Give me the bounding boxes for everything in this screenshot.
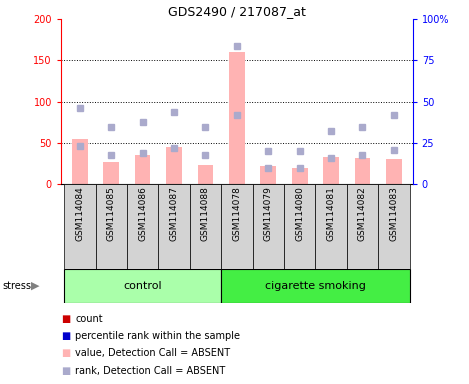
Bar [315, 184, 347, 269]
Text: ■: ■ [61, 366, 70, 376]
Text: ▶: ▶ [31, 281, 39, 291]
Text: GSM114086: GSM114086 [138, 186, 147, 241]
Text: GSM114084: GSM114084 [76, 186, 84, 241]
Bar [159, 184, 190, 269]
Bar [323, 157, 339, 184]
Text: GSM114080: GSM114080 [295, 186, 304, 241]
Bar [127, 184, 159, 269]
Bar [103, 162, 119, 184]
Text: GSM114087: GSM114087 [169, 186, 179, 241]
Text: GSM114083: GSM114083 [389, 186, 398, 241]
Text: stress: stress [2, 281, 31, 291]
Bar [252, 184, 284, 269]
Text: GSM114085: GSM114085 [107, 186, 116, 241]
Bar [64, 184, 96, 269]
Text: rank, Detection Call = ABSENT: rank, Detection Call = ABSENT [75, 366, 225, 376]
Bar [96, 184, 127, 269]
Text: ■: ■ [61, 331, 70, 341]
Bar [229, 52, 245, 184]
Text: ■: ■ [61, 348, 70, 358]
Bar [197, 164, 213, 184]
Text: value, Detection Call = ABSENT: value, Detection Call = ABSENT [75, 348, 230, 358]
Bar [386, 159, 402, 184]
Bar [378, 184, 409, 269]
Bar [221, 184, 252, 269]
Text: percentile rank within the sample: percentile rank within the sample [75, 331, 240, 341]
Bar [221, 269, 409, 303]
Text: GSM114088: GSM114088 [201, 186, 210, 241]
Text: GSM114082: GSM114082 [358, 186, 367, 241]
Text: count: count [75, 314, 103, 324]
Bar [64, 269, 221, 303]
Text: control: control [123, 281, 162, 291]
Bar [166, 147, 182, 184]
Bar [284, 184, 315, 269]
Bar [190, 184, 221, 269]
Text: ■: ■ [61, 314, 70, 324]
Text: GSM114079: GSM114079 [264, 186, 273, 241]
Bar [260, 166, 276, 184]
Text: GSM114078: GSM114078 [232, 186, 242, 241]
Title: GDS2490 / 217087_at: GDS2490 / 217087_at [168, 5, 306, 18]
Bar [347, 184, 378, 269]
Bar [355, 158, 371, 184]
Text: GSM114081: GSM114081 [326, 186, 335, 241]
Bar [292, 168, 308, 184]
Bar [72, 139, 88, 184]
Text: cigarette smoking: cigarette smoking [265, 281, 366, 291]
Bar [135, 156, 151, 184]
